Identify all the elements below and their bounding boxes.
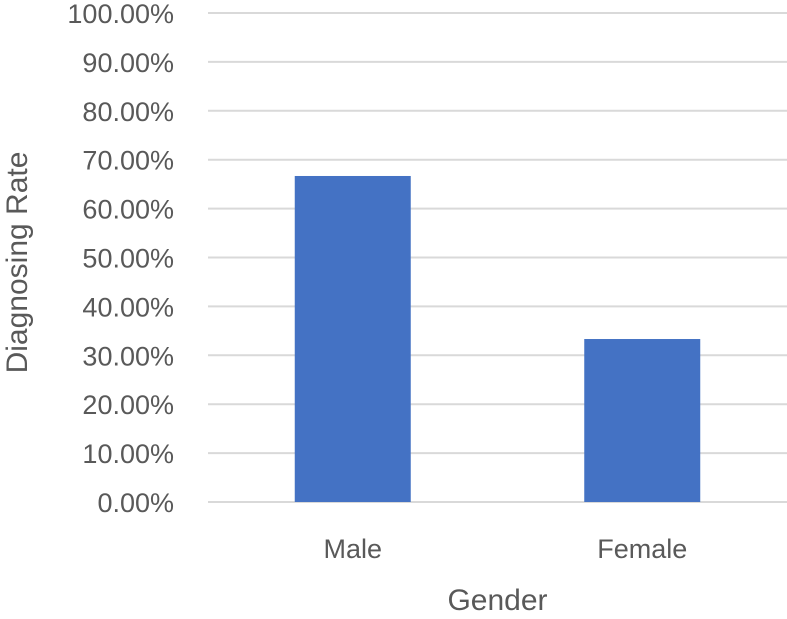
y-tick-label: 40.00%: [82, 292, 174, 322]
y-tick-label: 60.00%: [82, 195, 174, 225]
y-tick-label: 50.00%: [82, 244, 174, 274]
x-tick-label: Female: [597, 534, 687, 564]
bar-female: [584, 339, 701, 502]
bar-male: [294, 175, 411, 502]
y-tick-label: 80.00%: [82, 97, 174, 127]
x-axis-title: Gender: [447, 584, 547, 617]
y-axis-title: Diagnosing Rate: [1, 152, 34, 374]
x-tick-label: Male: [323, 534, 382, 564]
y-tick-label: 100.00%: [67, 0, 174, 29]
y-axis-tick-labels: 0.00% 10.00% 20.00% 30.00% 40.00% 50.00% 60.00…: [67, 0, 174, 518]
y-tick-label: 70.00%: [82, 146, 174, 176]
y-tick-label: 20.00%: [82, 390, 174, 420]
bars: [294, 175, 701, 502]
y-tick-label: 0.00%: [97, 488, 174, 518]
y-tick-label: 10.00%: [82, 439, 174, 469]
y-tick-label: 90.00%: [82, 48, 174, 78]
y-tick-label: 30.00%: [82, 341, 174, 371]
x-axis-category-labels: Male Female: [323, 534, 687, 564]
